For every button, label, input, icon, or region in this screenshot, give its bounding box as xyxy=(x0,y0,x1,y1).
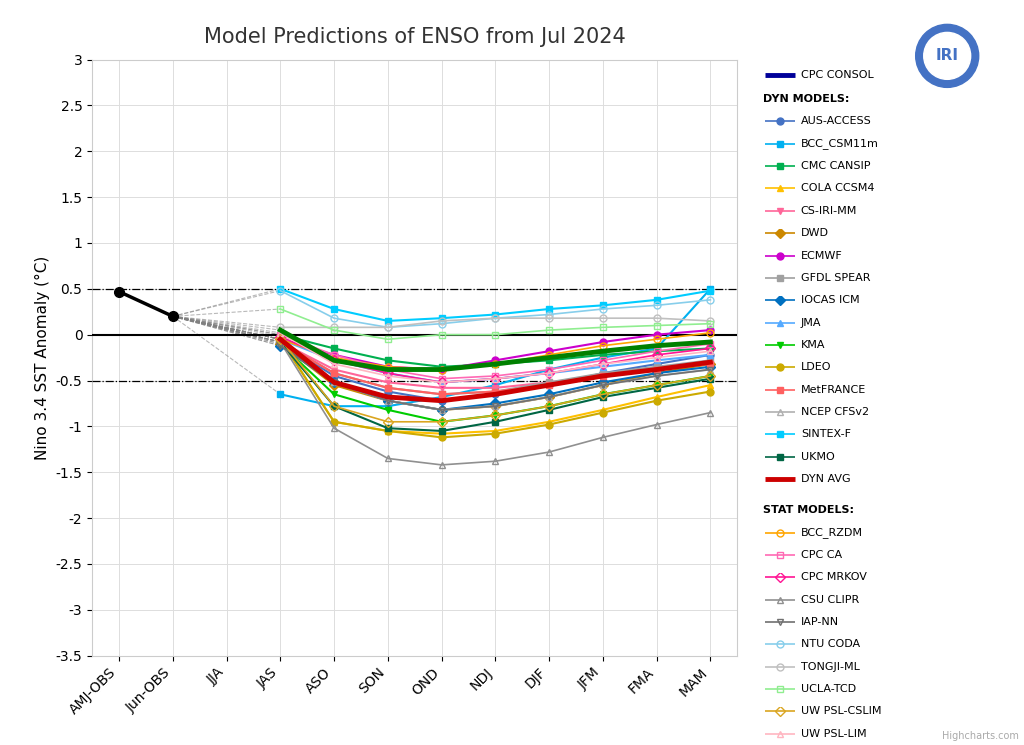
Text: BCC_CSM11m: BCC_CSM11m xyxy=(801,139,879,149)
Text: LDEO: LDEO xyxy=(801,362,831,372)
Text: DWD: DWD xyxy=(801,228,828,238)
Text: NCEP CFSv2: NCEP CFSv2 xyxy=(801,407,869,417)
Text: Highcharts.com: Highcharts.com xyxy=(942,732,1019,741)
Text: CMC CANSIP: CMC CANSIP xyxy=(801,161,870,171)
Text: NTU CODA: NTU CODA xyxy=(801,639,860,650)
Text: COLA CCSM4: COLA CCSM4 xyxy=(801,183,874,194)
Text: STAT MODELS:: STAT MODELS: xyxy=(763,505,854,516)
Circle shape xyxy=(915,25,979,87)
Text: CSU CLIPR: CSU CLIPR xyxy=(801,595,859,605)
Text: JMA: JMA xyxy=(801,317,821,328)
Text: MetFRANCE: MetFRANCE xyxy=(801,384,866,395)
Text: IOCAS ICM: IOCAS ICM xyxy=(801,295,859,305)
Text: UW PSL-LIM: UW PSL-LIM xyxy=(801,729,866,739)
Text: AUS-ACCESS: AUS-ACCESS xyxy=(801,116,871,127)
Text: UKMO: UKMO xyxy=(801,451,835,462)
Text: TONGJI-ML: TONGJI-ML xyxy=(801,662,859,672)
Text: GFDL SPEAR: GFDL SPEAR xyxy=(801,273,870,283)
Text: KMA: KMA xyxy=(801,340,825,350)
Text: IRI: IRI xyxy=(936,48,958,63)
Text: DYN MODELS:: DYN MODELS: xyxy=(763,94,849,104)
Text: IAP-NN: IAP-NN xyxy=(801,617,839,627)
Text: CPC MRKOV: CPC MRKOV xyxy=(801,572,866,583)
Text: ECMWF: ECMWF xyxy=(801,250,843,261)
Text: CPC CA: CPC CA xyxy=(801,550,842,560)
Text: SINTEX-F: SINTEX-F xyxy=(801,429,851,440)
Text: CS-IRI-MM: CS-IRI-MM xyxy=(801,206,857,216)
Text: UCLA-TCD: UCLA-TCD xyxy=(801,684,856,694)
Title: Model Predictions of ENSO from Jul 2024: Model Predictions of ENSO from Jul 2024 xyxy=(204,27,626,47)
Text: CPC CONSOL: CPC CONSOL xyxy=(801,69,873,80)
Text: BCC_RZDM: BCC_RZDM xyxy=(801,527,863,538)
Circle shape xyxy=(924,33,971,80)
Text: UW PSL-CSLIM: UW PSL-CSLIM xyxy=(801,706,882,717)
Text: DYN AVG: DYN AVG xyxy=(801,474,850,484)
Y-axis label: Nino 3.4 SST Anomaly (°C): Nino 3.4 SST Anomaly (°C) xyxy=(35,256,50,460)
